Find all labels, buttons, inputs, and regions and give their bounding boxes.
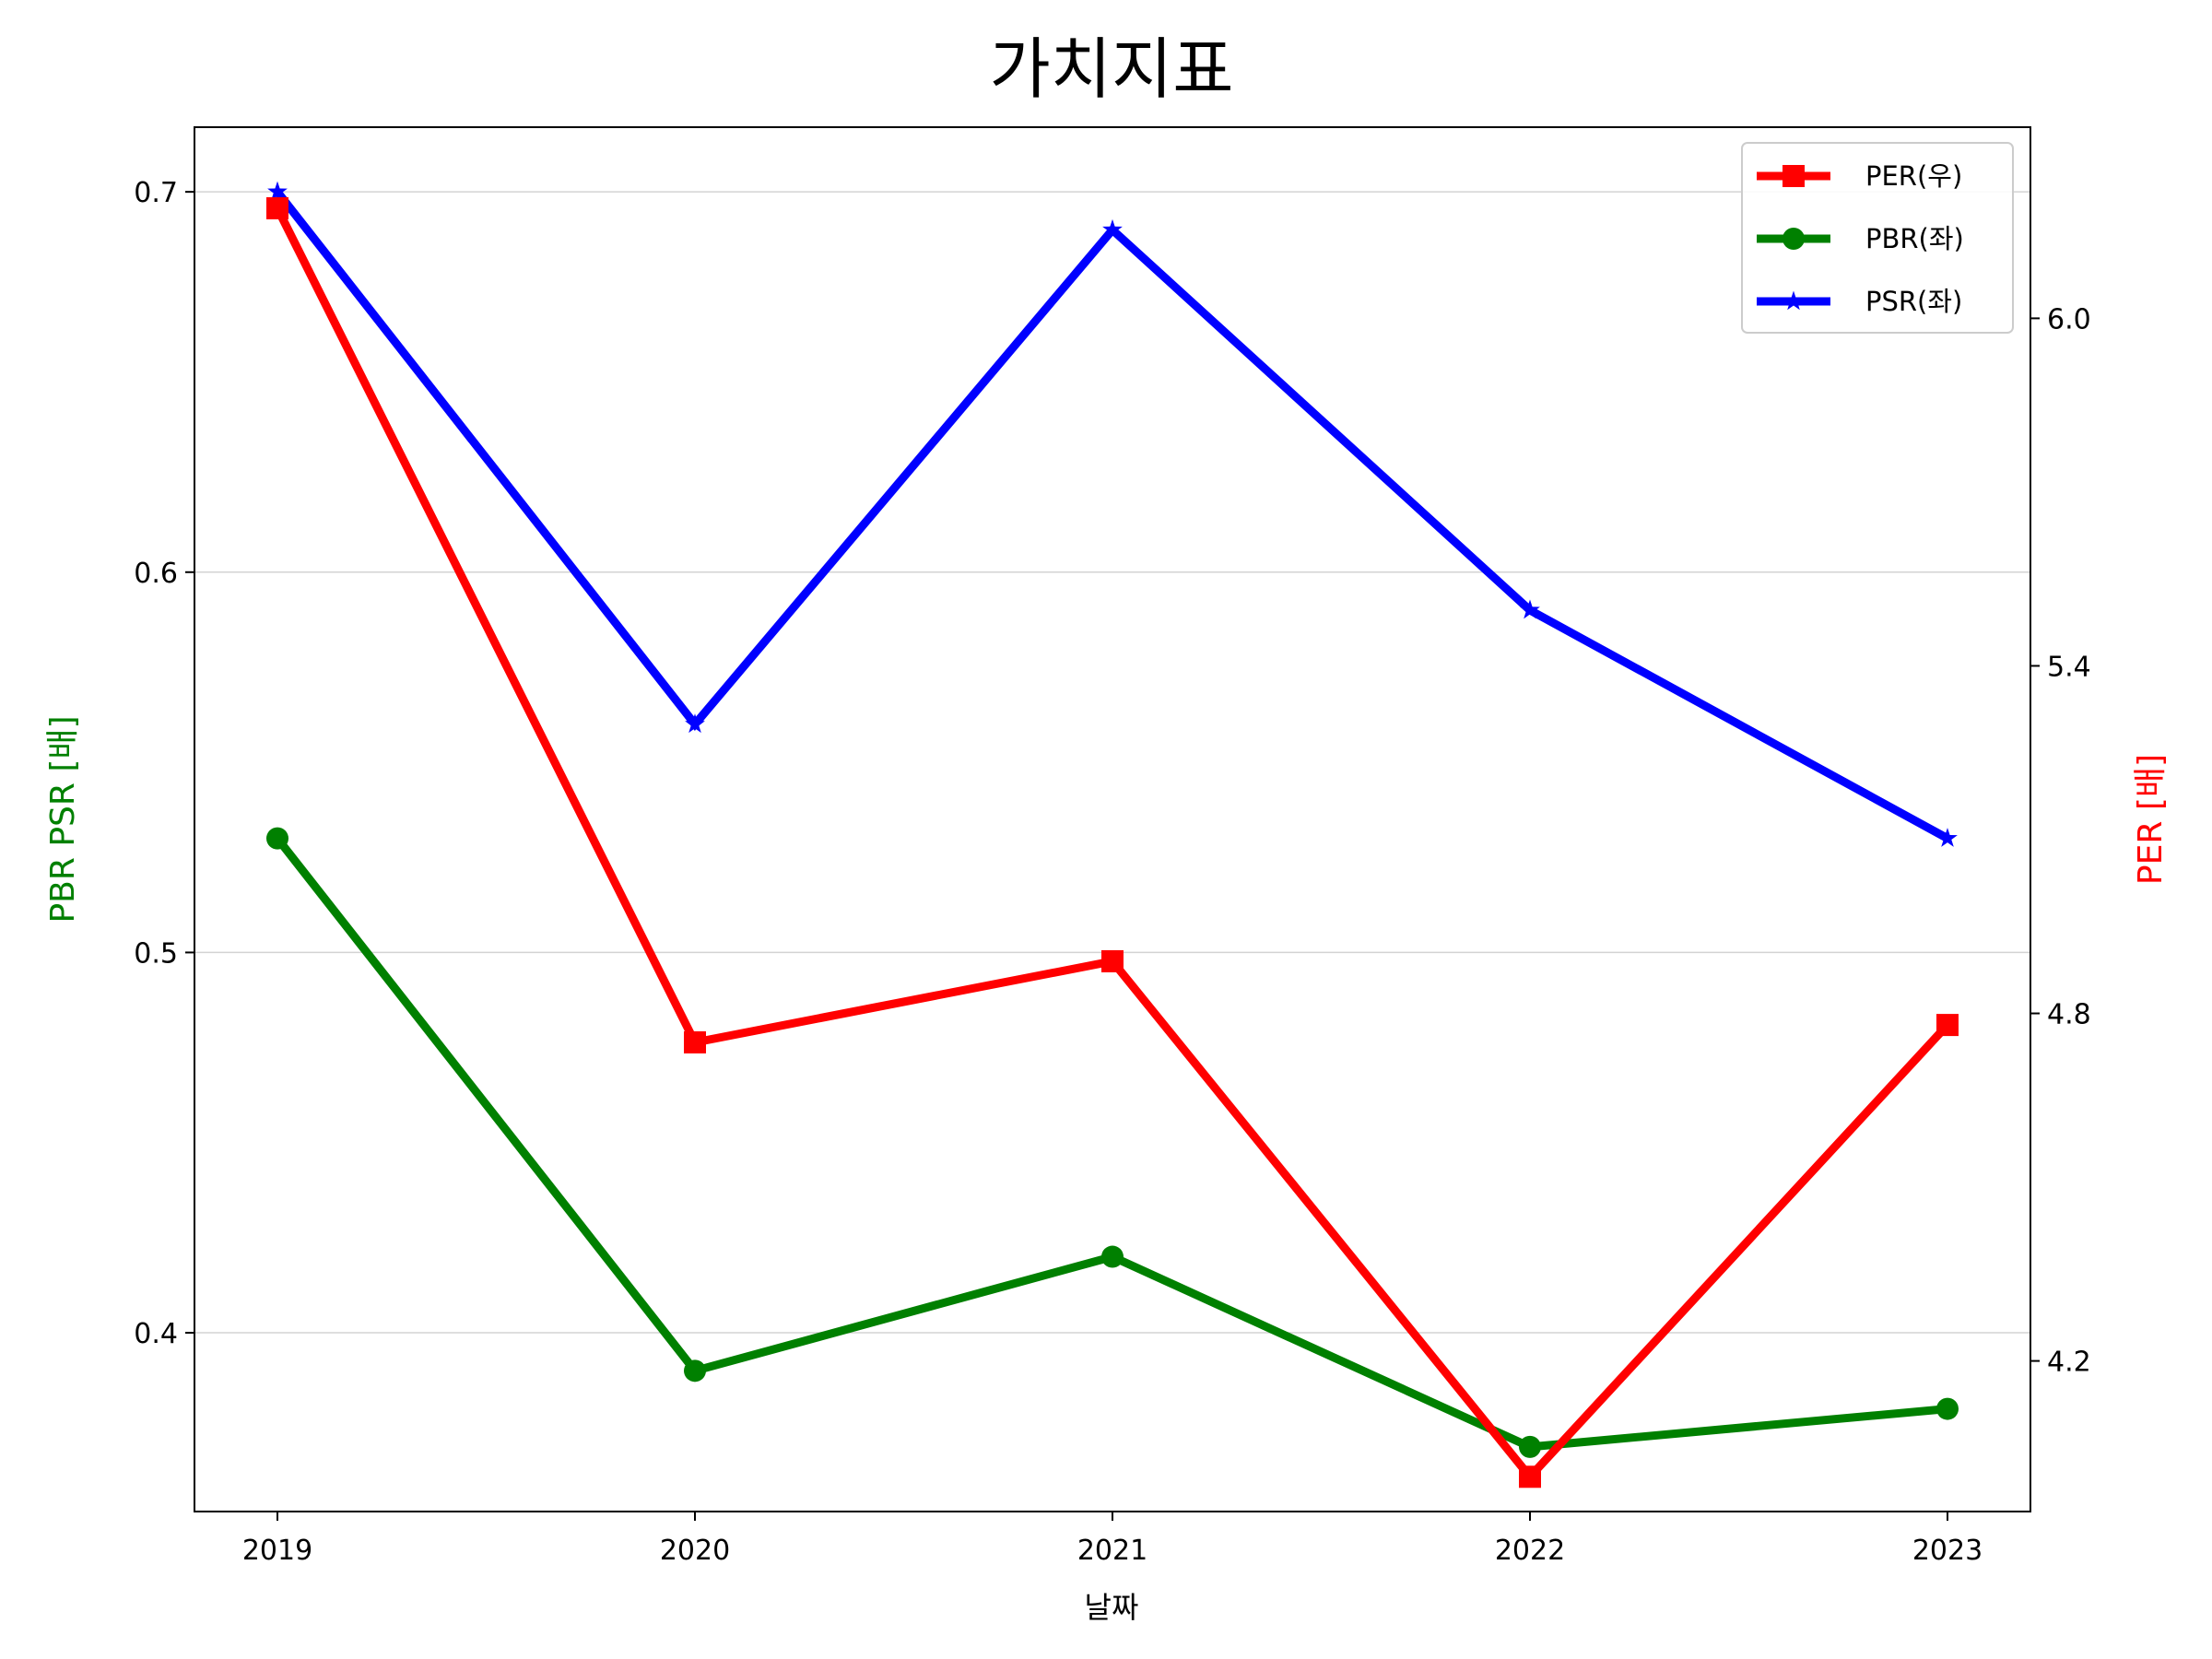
legend-label-psr: PSR(좌) [1865, 286, 1962, 317]
pbr-point [1936, 1397, 1959, 1420]
left-tick-label: 0.4 [134, 1318, 178, 1350]
right-axis-label: PER [배] [2132, 754, 2170, 885]
pbr-series [266, 827, 1959, 1458]
right-tick-label: 5.4 [2047, 651, 2091, 683]
per-point [1936, 1014, 1959, 1037]
pbr-point [266, 827, 288, 850]
plot-frame [194, 126, 2031, 1512]
series-lines [266, 181, 1959, 1488]
psr-point [685, 713, 705, 734]
x-tick-label: 2021 [1077, 1535, 1147, 1567]
right-tick-label: 4.8 [2047, 999, 2091, 1031]
right-axis-ticks: 4.2 4.8 5.4 6.0 [2030, 303, 2091, 1379]
per-point [266, 196, 288, 219]
right-tick-label: 6.0 [2047, 303, 2091, 335]
psr-point [1937, 828, 1958, 847]
psr-series [267, 181, 1958, 847]
per-point [1101, 949, 1124, 972]
x-tick-label: 2022 [1495, 1535, 1565, 1567]
x-axis-label: 날짜 [1085, 1590, 1139, 1625]
legend-box [1741, 142, 2014, 334]
legend-label-per: PER(우) [1865, 160, 1962, 192]
x-tick-label: 2020 [660, 1535, 730, 1567]
legend-label-pbr: PBR(좌) [1865, 223, 1964, 254]
x-tick-label: 2019 [242, 1535, 312, 1567]
pbr-point [1519, 1435, 1541, 1458]
psr-point [1102, 218, 1123, 239]
x-tick-label: 2023 [1912, 1535, 1983, 1567]
pbr-point [684, 1359, 706, 1382]
psr-line [274, 189, 1950, 842]
pbr-line [274, 835, 1948, 1452]
legend-marker-psr [1783, 290, 1804, 311]
chart-title: 가치지표 [990, 30, 1234, 108]
left-axis-label: PBR PSR [배] [44, 715, 82, 923]
legend: PER(우) PBR(좌) PSR(좌) [1741, 142, 2014, 334]
right-tick-label: 4.2 [2047, 1347, 2091, 1379]
per-series [266, 196, 1959, 1488]
legend-marker-per [1783, 165, 1805, 187]
psr-point [1520, 599, 1540, 619]
left-tick-label: 0.5 [134, 937, 178, 970]
legend-marker-pbr [1783, 228, 1805, 250]
per-point [684, 1030, 706, 1053]
left-tick-label: 0.6 [134, 558, 178, 590]
gridlines [194, 191, 2030, 1334]
per-point [1519, 1465, 1541, 1488]
psr-point [267, 181, 288, 201]
per-line [273, 206, 1951, 1484]
pbr-point [1101, 1245, 1124, 1268]
x-axis-ticks: 2019 2020 2021 2022 2023 [242, 1512, 1983, 1567]
left-tick-label: 0.7 [134, 177, 178, 209]
left-axis-ticks: 0.4 0.5 0.6 0.7 [134, 177, 194, 1350]
